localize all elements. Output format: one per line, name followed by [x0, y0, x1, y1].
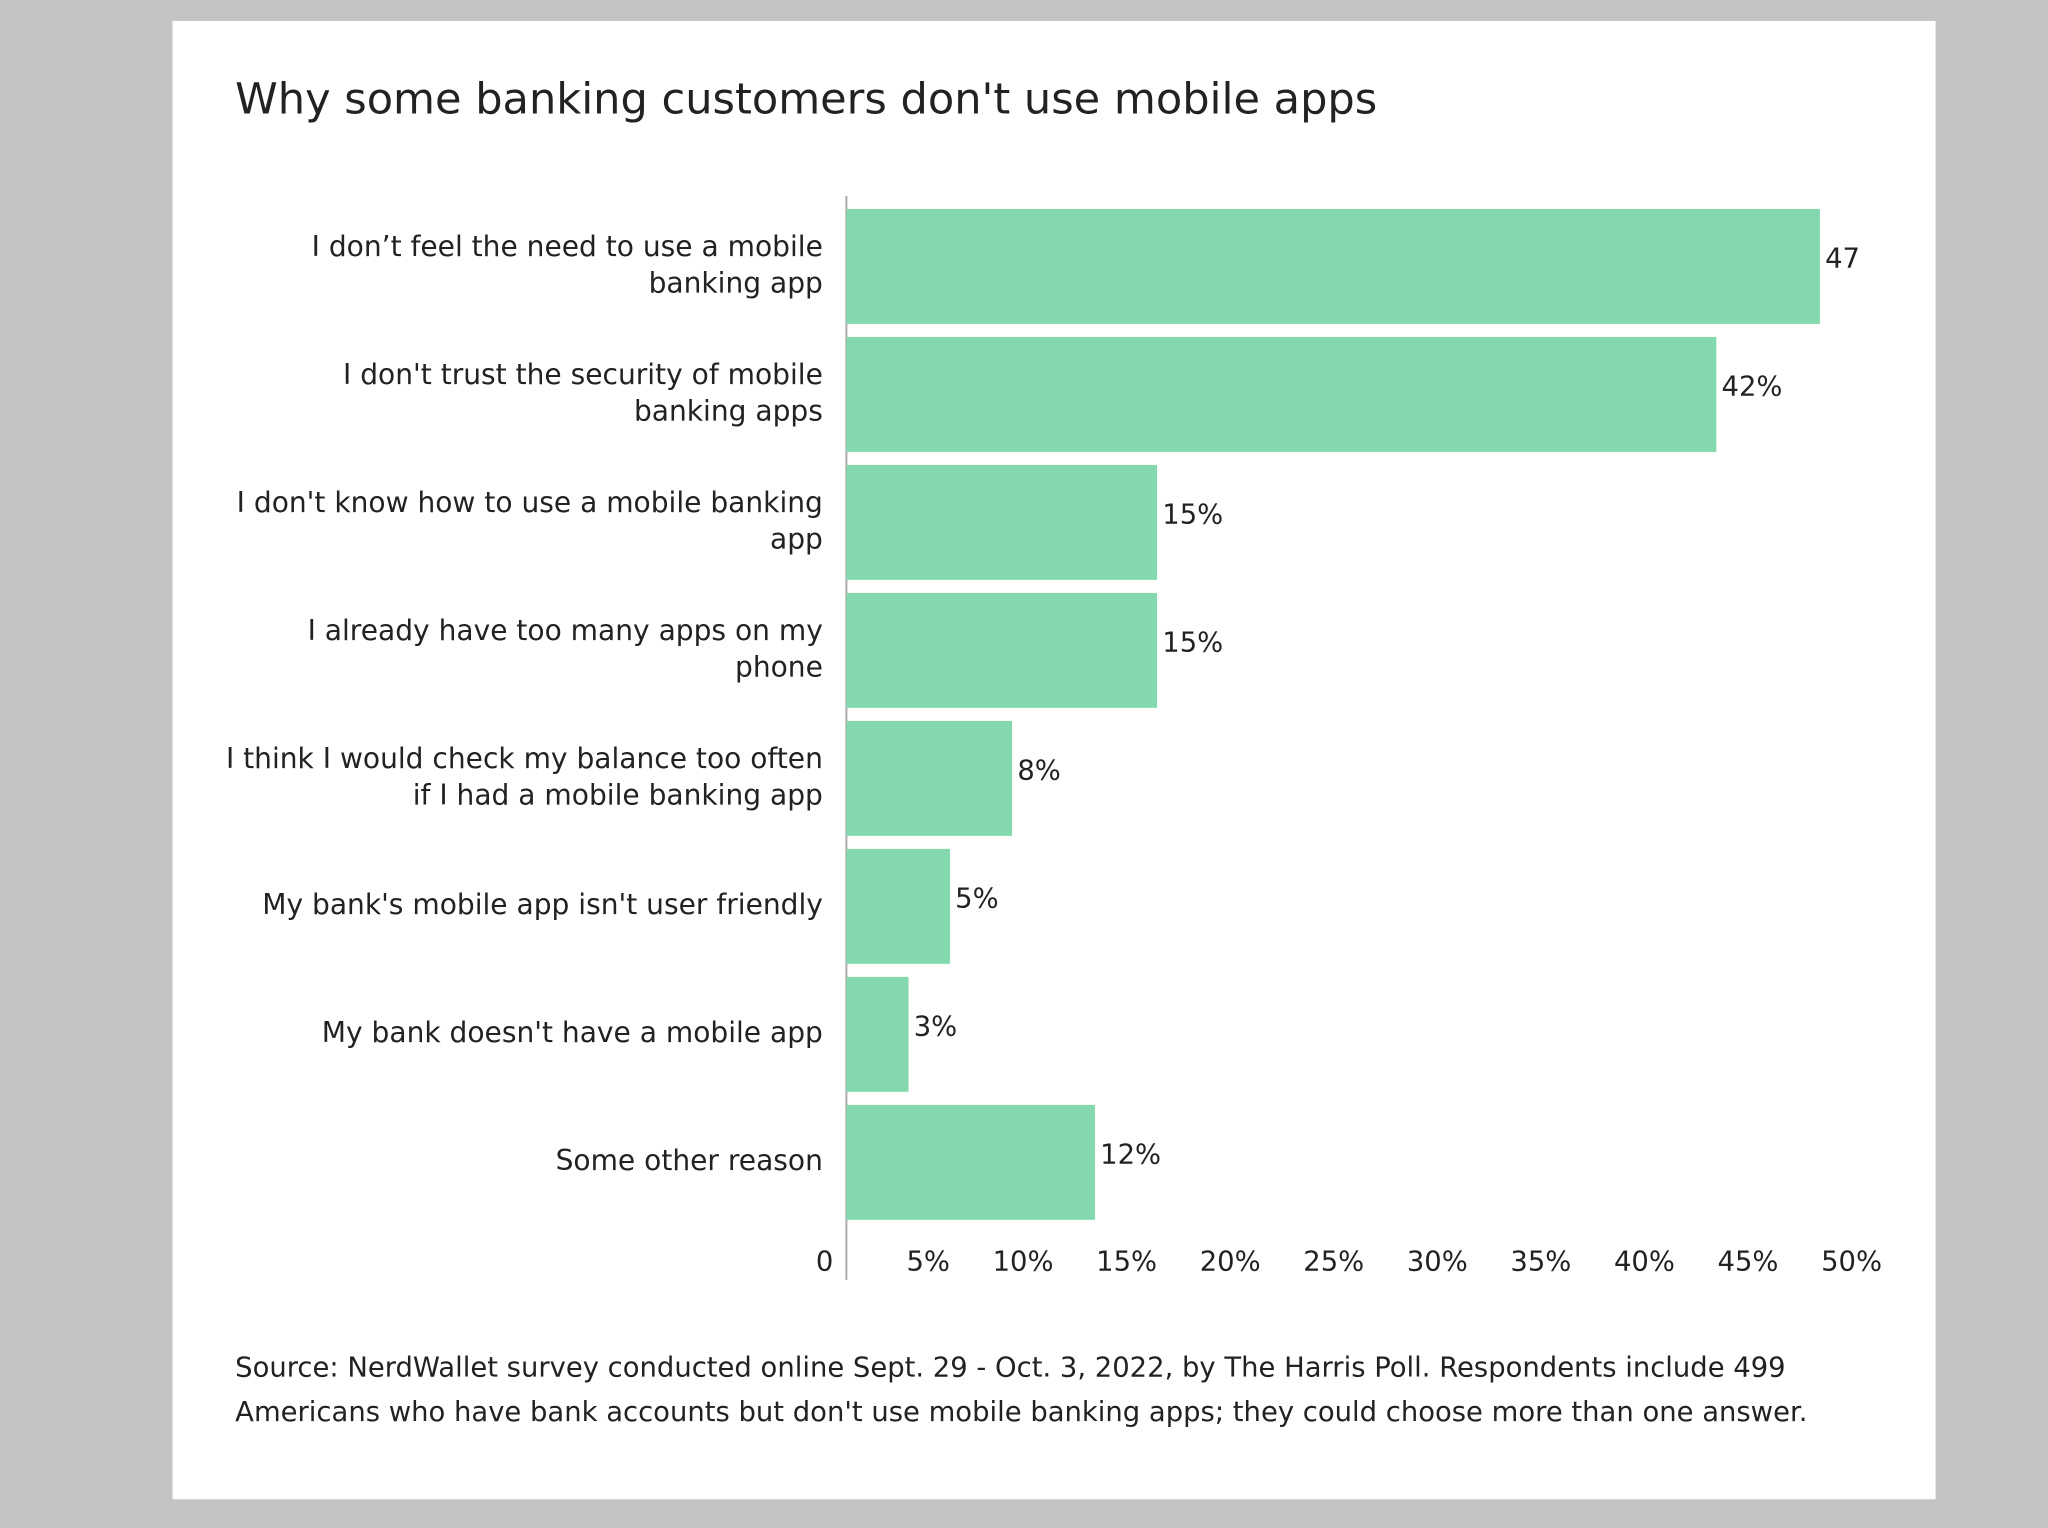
- x-tick-label: 30%: [1407, 1247, 1468, 1278]
- category-label: I don’t feel the need to use a mobile ba…: [311, 231, 823, 301]
- x-tick-label: 40%: [1614, 1247, 1675, 1278]
- bar: [846, 336, 1717, 452]
- category-box: I think I would check my balance too oft…: [225, 743, 823, 813]
- x-tick-label: 35%: [1510, 1247, 1571, 1278]
- category-box: I don’t feel the need to use a mobile ba…: [311, 231, 823, 301]
- category-label: I don't trust the security of mobile ban…: [343, 359, 823, 429]
- value-label: 12%: [1100, 1140, 1161, 1171]
- x-tick-label: 15%: [1096, 1247, 1157, 1278]
- x-tick-label: 50%: [1821, 1247, 1882, 1278]
- value-label: 8%: [1017, 756, 1060, 787]
- category-label: My bank doesn't have a mobile app: [321, 1017, 823, 1051]
- value-label: 47: [1825, 244, 1860, 275]
- bar: [846, 208, 1820, 324]
- category-label: I already have too many apps on my phone: [307, 615, 823, 685]
- bar: [846, 592, 1158, 708]
- bar: [846, 976, 909, 1092]
- category-label: Some other reason: [555, 1145, 823, 1178]
- category-label: I think I would check my balance too oft…: [225, 743, 823, 813]
- source-box: Source: NerdWallet survey conducted onli…: [235, 1351, 1808, 1428]
- value-label: 15%: [1162, 628, 1223, 659]
- category-box: My bank's mobile app isn't user friendly: [262, 889, 823, 923]
- value-label: 42%: [1722, 372, 1783, 403]
- x-tick-label: 0: [816, 1247, 833, 1278]
- category-box: I don't know how to use a mobile banking…: [236, 487, 823, 557]
- category-box: My bank doesn't have a mobile app: [321, 1017, 823, 1051]
- x-tick-label: 25%: [1303, 1247, 1364, 1278]
- category-box: I already have too many apps on my phone: [307, 615, 823, 685]
- category-box: I don't trust the security of mobile ban…: [343, 359, 823, 429]
- bar: [846, 1104, 1095, 1220]
- x-tick-label: 20%: [1200, 1247, 1261, 1278]
- value-label: 3%: [914, 1012, 957, 1043]
- value-label: 15%: [1162, 500, 1223, 531]
- category-box: Some other reason: [555, 1145, 823, 1178]
- value-label: 5%: [955, 884, 998, 915]
- x-tick-label: 5%: [906, 1247, 949, 1278]
- bar: [846, 720, 1013, 836]
- category-label: I don't know how to use a mobile banking…: [236, 487, 823, 557]
- bar: [846, 848, 950, 964]
- category-label: My bank's mobile app isn't user friendly: [262, 889, 823, 923]
- x-tick-label: 45%: [1718, 1247, 1779, 1278]
- x-tick-label: 10%: [993, 1247, 1054, 1278]
- chart-title: Why some banking customers don't use mob…: [235, 75, 1377, 125]
- bar: [846, 464, 1158, 580]
- source: Source: NerdWallet survey conducted onli…: [235, 1351, 1808, 1428]
